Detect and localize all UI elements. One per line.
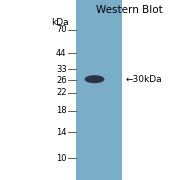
Text: Western Blot: Western Blot [96, 5, 163, 15]
Text: 22: 22 [56, 88, 67, 97]
Ellipse shape [85, 75, 104, 83]
Text: ←30kDa: ←30kDa [126, 75, 163, 84]
Text: 44: 44 [56, 49, 67, 58]
Text: kDa: kDa [51, 18, 68, 27]
Text: 18: 18 [56, 106, 67, 115]
Text: 70: 70 [56, 25, 67, 34]
Text: 33: 33 [56, 65, 67, 74]
Text: 14: 14 [56, 128, 67, 137]
Text: 26: 26 [56, 76, 67, 85]
Text: 10: 10 [56, 154, 67, 163]
Bar [76, 0, 122, 180]
